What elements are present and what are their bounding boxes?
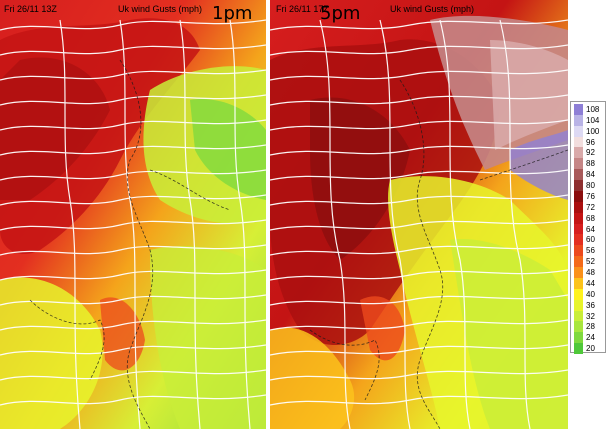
legend-swatch	[574, 190, 583, 202]
legend-entry: 76	[571, 190, 605, 202]
legend-label: 104	[586, 115, 600, 125]
legend-swatch	[574, 343, 583, 354]
legend-label: 20	[586, 344, 595, 354]
legend-swatch	[574, 245, 583, 257]
legend-label: 28	[586, 322, 595, 332]
legend-entry: 40	[571, 288, 605, 300]
map-panel-13z: Fri 26/11 13Z Uk wind Gusts (mph) 1pm	[0, 0, 266, 429]
legend-entry: 84	[571, 169, 605, 181]
legend-swatch	[574, 104, 583, 115]
legend-swatch	[574, 201, 583, 213]
legend-label: 32	[586, 311, 595, 321]
legend-entry: 24	[571, 332, 605, 344]
legend-label: 108	[586, 105, 600, 114]
panel-title: Uk wind Gusts (mph)	[390, 4, 475, 14]
legend-label: 76	[586, 191, 595, 201]
legend-label: 100	[586, 126, 600, 136]
legend-entry: 20	[571, 343, 605, 354]
legend-entry: 92	[571, 147, 605, 159]
legend-swatch	[574, 169, 583, 181]
legend-swatch	[574, 147, 583, 159]
legend-entry: 68	[571, 212, 605, 224]
legend-swatch	[574, 267, 583, 278]
legend-entry: 96	[571, 136, 605, 148]
legend-label: 52	[586, 257, 595, 267]
legend-label: 44	[586, 278, 595, 288]
legend-label: 24	[586, 333, 595, 343]
legend-swatch	[574, 277, 583, 289]
legend-entry: 60	[571, 234, 605, 246]
legend-entry: 100	[571, 125, 605, 137]
wind-streamlines	[270, 19, 568, 429]
time-label-1pm: 1pm	[212, 3, 253, 24]
legend-entry: 72	[571, 201, 605, 213]
legend-swatch	[574, 321, 583, 333]
panel-timestamp: Fri 26/11 17Z	[276, 4, 329, 14]
legend-label: 60	[586, 235, 595, 245]
legend-entry: 52	[571, 256, 605, 268]
wind-gust-map-13z	[0, 0, 266, 429]
legend-entry: 104	[571, 114, 605, 126]
panel-title: Uk wind Gusts (mph)	[118, 4, 203, 14]
legend-label: 92	[586, 148, 595, 158]
time-label-5pm: 5pm	[320, 3, 361, 24]
legend-swatch	[574, 299, 583, 311]
legend-label: 72	[586, 202, 595, 212]
legend-entry: 44	[571, 277, 605, 289]
legend-label: 48	[586, 268, 595, 278]
wind-gust-map-17z	[270, 0, 568, 429]
legend-label: 96	[586, 137, 595, 147]
legend-entry: 88	[571, 158, 605, 170]
legend-swatch	[574, 136, 583, 148]
legend-label: 88	[586, 159, 595, 169]
legend-label: 64	[586, 224, 595, 234]
wind-streamlines	[0, 19, 266, 429]
legend-entry: 32	[571, 310, 605, 322]
legend-entry: 36	[571, 299, 605, 311]
legend-label: 56	[586, 246, 595, 256]
legend-entry: 80	[571, 180, 605, 191]
color-scale-legend: 108 104 100 96 92 88 84 80 76 72 68 64 60 56 52 48 44 40 3…	[570, 101, 606, 354]
legend-entry: 28	[571, 321, 605, 333]
legend-label: 80	[586, 181, 595, 191]
coastline	[309, 79, 568, 429]
map-panel-17z: Fri 26/11 17Z Uk wind Gusts (mph) 5pm	[270, 0, 568, 429]
legend-label: 68	[586, 213, 595, 223]
legend-entry: 64	[571, 223, 605, 235]
legend-swatch	[574, 310, 583, 322]
coastline	[29, 59, 231, 429]
legend-swatch	[574, 158, 583, 170]
legend-label: 84	[586, 170, 595, 180]
legend-entry: 56	[571, 245, 605, 257]
legend-label: 36	[586, 300, 595, 310]
legend-label: 40	[586, 289, 595, 299]
legend-swatch	[574, 223, 583, 235]
legend-swatch	[574, 288, 583, 300]
legend-entry: 48	[571, 267, 605, 278]
legend-swatch	[574, 212, 583, 224]
legend-swatch	[574, 256, 583, 268]
legend-swatch	[574, 125, 583, 137]
legend-swatch	[574, 114, 583, 126]
legend-entry: 108	[571, 104, 605, 115]
legend-swatch	[574, 234, 583, 246]
panel-timestamp: Fri 26/11 13Z	[4, 4, 57, 14]
legend-swatch	[574, 332, 583, 344]
legend-swatch	[574, 180, 583, 191]
